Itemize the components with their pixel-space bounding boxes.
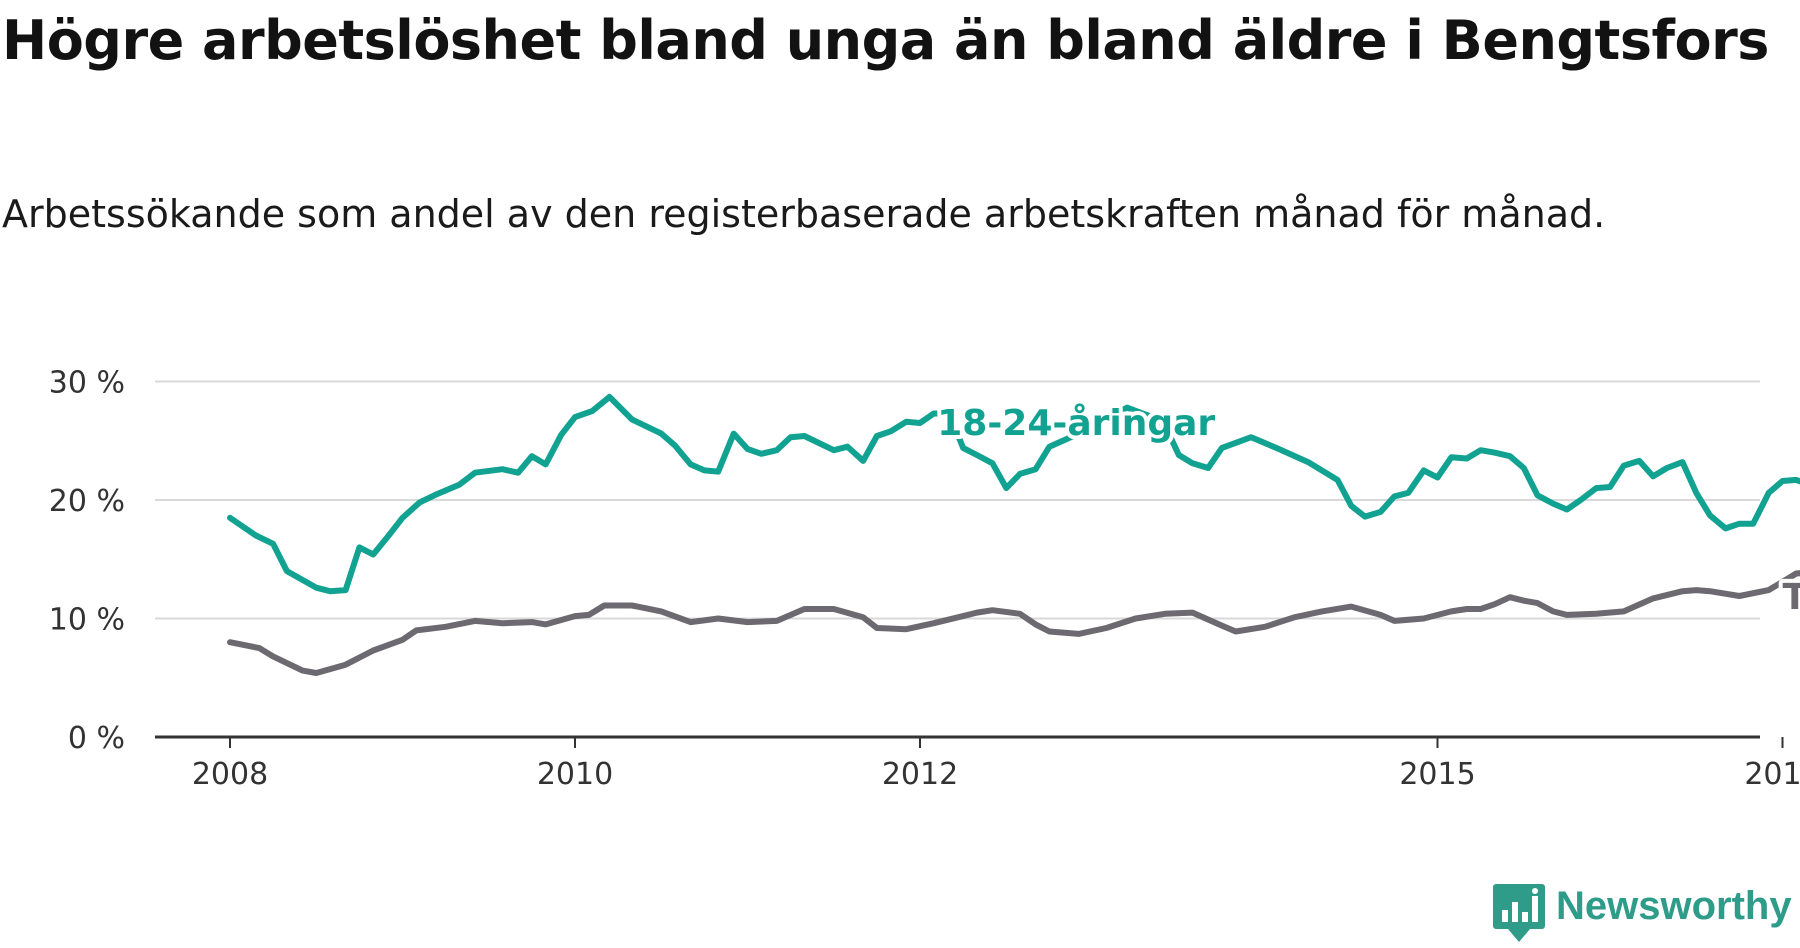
chart-subtitle: Arbetssökande som andel av den registerb… [2,192,1606,236]
series-label: Total arbetslöshet [1783,577,1800,618]
series-line [227,570,1800,676]
series-labels: 18-24-åringarTotal arbetslöshet8,8 %7,3 … [933,399,1800,622]
y-tick-label: 30 % [49,366,125,401]
x-tick-label: 2008 [192,757,268,792]
x-axis: 20082010201220152017202020222024 [155,735,1800,792]
chart-title: Högre arbetslöshet bland unga än bland ä… [2,9,1769,72]
y-tick-label: 20 % [49,484,125,519]
x-tick-label: 2010 [537,757,613,792]
y-tick-label: 0 % [68,721,125,756]
x-tick-label: 2012 [882,757,958,792]
newsworthy-logo-icon [1493,884,1545,942]
series-line [227,393,1800,595]
y-tick-label: 10 % [49,603,125,638]
series-lines [227,393,1800,676]
x-tick-label: 2015 [1399,757,1475,792]
newsworthy-brand[interactable]: Newsworthy [1492,882,1798,942]
x-tick-label: 2017 [1744,757,1800,792]
y-axis: 0 % 10 % 20 % 30 % [49,366,125,757]
series-label: 18-24-åringar [937,403,1215,444]
brand-name: Newsworthy [1556,884,1792,928]
